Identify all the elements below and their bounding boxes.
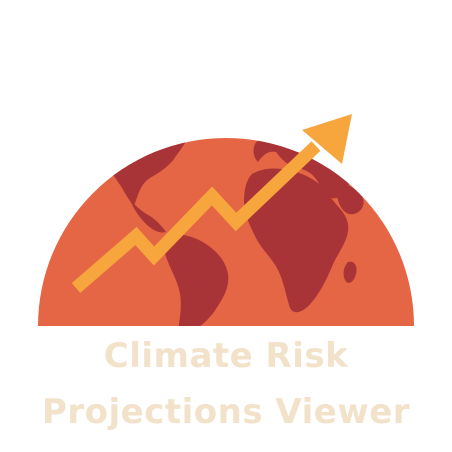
- app-title-line-1: Climate Risk: [103, 336, 349, 376]
- globe-shape: [38, 138, 414, 326]
- globe-with-rising-arrow-icon: [38, 59, 414, 326]
- south-america-shape: [163, 234, 229, 326]
- central-america-shape: [130, 200, 166, 233]
- app-title-line-2: Projections Viewer: [41, 392, 411, 432]
- arabia-shape: [335, 183, 364, 215]
- southeast-asia-shape: [380, 174, 405, 206]
- trend-arrow-icon: [71, 114, 352, 293]
- greenland-shape: [195, 59, 236, 86]
- madagascar-shape: [343, 261, 357, 283]
- africa-shape: [244, 168, 349, 313]
